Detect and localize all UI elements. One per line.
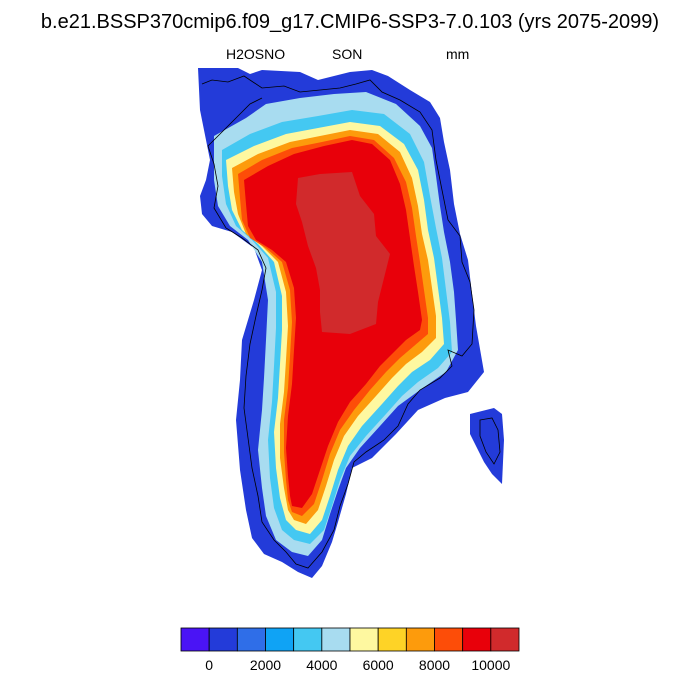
east-island-region <box>470 408 504 484</box>
center-darkred <box>296 172 390 334</box>
units-label: mm <box>446 46 470 62</box>
coastline <box>201 75 475 569</box>
colorbar-box <box>180 627 210 652</box>
colorbar-tick-label: 8000 <box>419 657 450 673</box>
colorbar-box <box>490 627 520 652</box>
colorbar-box <box>236 627 266 652</box>
colorbar-box <box>434 627 464 652</box>
colorbar-box <box>321 627 351 652</box>
plot-title: b.e21.BSSP370cmip6.f09_g17.CMIP6-SSP3-7.… <box>40 11 660 33</box>
colorbar-tick-label: 0 <box>205 657 213 673</box>
colorbar-tick-label: 6000 <box>363 657 394 673</box>
colorbar-box <box>377 627 407 652</box>
colorbar-boxes <box>180 627 520 652</box>
colorbar-box <box>293 627 323 652</box>
colorbar-box <box>265 627 295 652</box>
colorbar-box <box>462 627 492 652</box>
season-label: SON <box>332 46 363 62</box>
colorbar-box <box>208 627 238 652</box>
colorbar-box <box>349 627 379 652</box>
colorbar-labels: 0 2000 4000 6000 8000 10000 <box>205 657 510 673</box>
colorbar-tick-label: 2000 <box>250 657 281 673</box>
colorbar-box <box>405 627 435 652</box>
colorbar-tick-label: 4000 <box>306 657 337 673</box>
island-coastline <box>479 417 501 465</box>
colorbar-tick-label: 10000 <box>471 657 510 673</box>
variable-label: H2OSNO <box>226 46 286 62</box>
